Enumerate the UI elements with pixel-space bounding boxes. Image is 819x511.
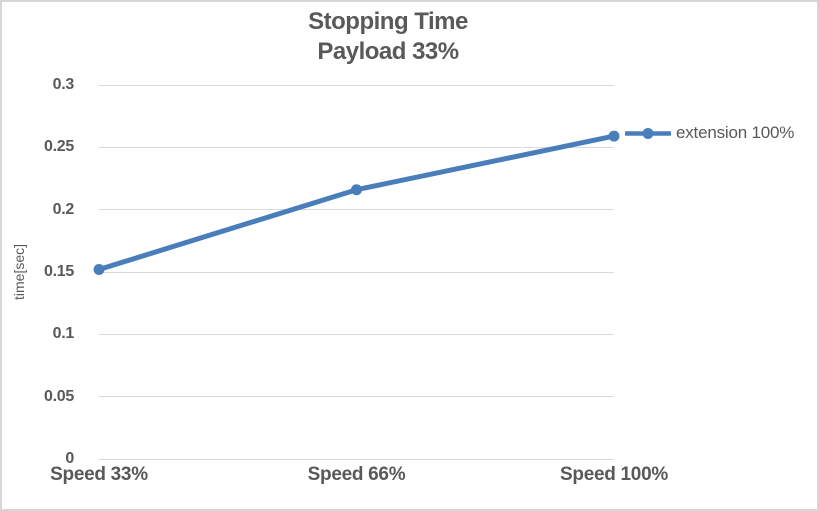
x-tick-label: Speed 100% xyxy=(560,464,668,485)
gridline xyxy=(99,146,614,148)
gridline xyxy=(99,458,614,460)
y-tick-label: 0.05 xyxy=(44,387,74,405)
gridline xyxy=(99,333,614,335)
legend: extension 100% xyxy=(625,122,794,144)
series-line xyxy=(96,133,617,273)
gridline xyxy=(99,271,614,273)
chart-title-line1: Stopping Time xyxy=(308,8,468,35)
legend-line-marker-icon xyxy=(625,127,671,139)
data-point xyxy=(608,130,620,142)
gridline xyxy=(99,396,614,398)
y-tick-label: 0.1 xyxy=(52,325,75,343)
x-tick-label: Speed 66% xyxy=(307,464,406,485)
gridline xyxy=(99,209,614,211)
y-tick-label: 0 xyxy=(65,450,74,467)
chart-title-line2: Payload 33% xyxy=(317,38,459,65)
x-tick-label: Speed 33% xyxy=(50,464,148,485)
legend-label: extension 100% xyxy=(676,123,795,143)
y-tick-label: 0.25 xyxy=(44,138,74,156)
y-tick-label: 0.15 xyxy=(44,263,74,280)
y-tick-label: 0.2 xyxy=(52,200,75,218)
chart-title: Stopping Time Payload 33% xyxy=(38,7,738,67)
gridline xyxy=(99,84,614,86)
data-point xyxy=(93,264,105,276)
data-point xyxy=(351,184,362,196)
y-tick-label: 0.3 xyxy=(52,76,75,93)
